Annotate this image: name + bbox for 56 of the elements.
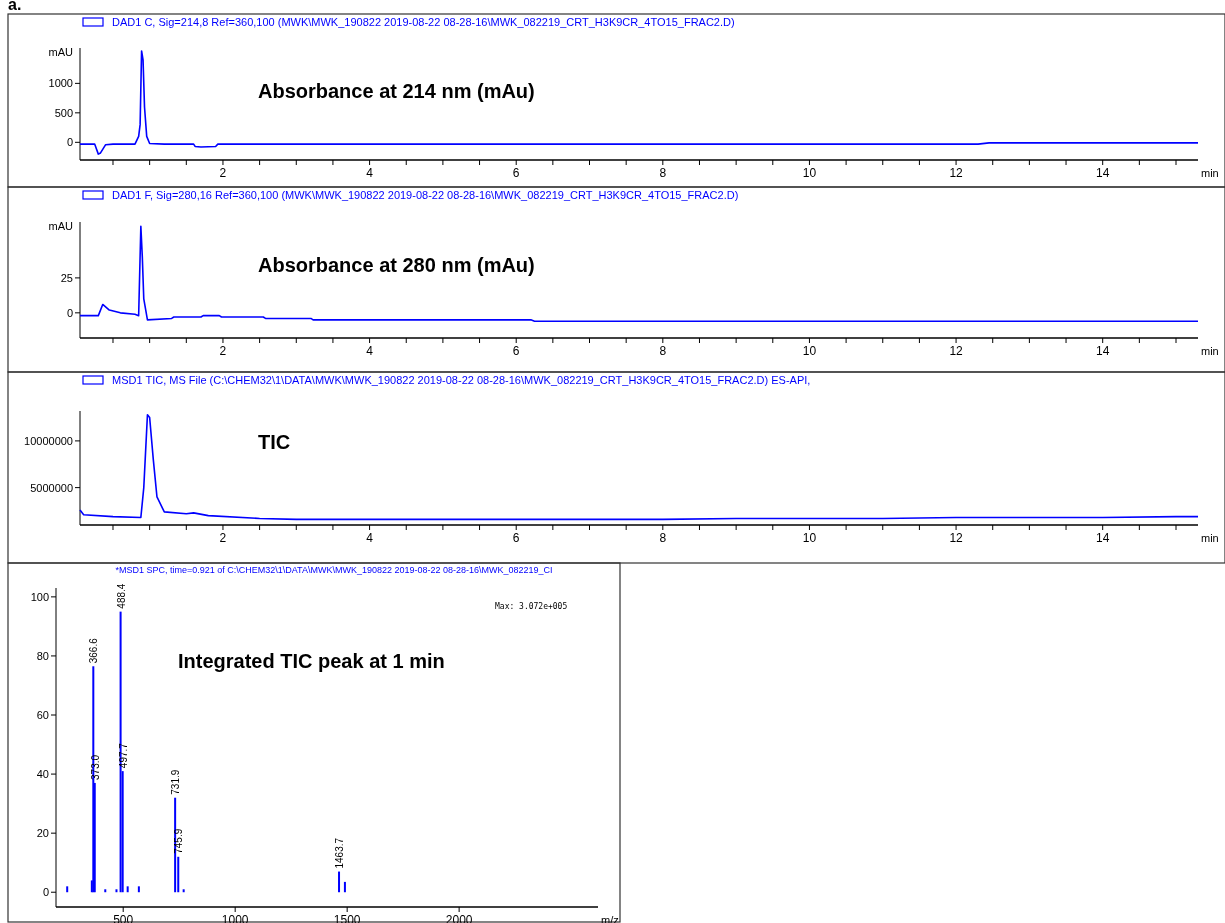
annotation: 497.7 — [117, 742, 129, 769]
annotation: 373.0 — [89, 754, 101, 780]
y-axis-title: mAU — [48, 220, 74, 232]
annotation: TIC — [258, 431, 291, 453]
x-tick-label: 12 — [949, 166, 964, 180]
annotation: 745.9 — [173, 828, 185, 854]
x-tick-label: 10 — [802, 166, 817, 180]
x-tick-label: 6 — [512, 166, 520, 180]
x-tick-label: 2 — [219, 531, 227, 545]
x-tick-label: 8 — [659, 531, 667, 545]
x-tick-label: 8 — [659, 166, 667, 180]
y-tick-label: 100 — [30, 590, 49, 603]
y-tick-label: 25 — [60, 271, 73, 284]
x-tick-label: 8 — [659, 344, 667, 358]
x-tick-label: 2 — [219, 166, 227, 180]
annotation: Max: 3.072e+005 — [495, 602, 568, 611]
chart-title: *MSD1 SPC, time=0.921 of C:\CHEM32\1\DATA\MWK\MWK_190822 2019-08-22 08-28-16\MWK_082219_CI — [115, 565, 553, 575]
annotation: Absorbance at 280 nm (mAu) — [258, 254, 535, 276]
x-tick-label: 10 — [802, 531, 817, 545]
x-tick-label: 10 — [802, 344, 817, 358]
y-tick-label: 0 — [66, 136, 73, 149]
legend-label: DAD1 F, Sig=280,16 Ref=360,100 (MWK\MWK_190822 2019-08-22 08-28-16\MWK_082219_CRT_H3K9CR_4TO15_FRAC2.D) — [112, 189, 739, 201]
y-tick-label: 40 — [36, 768, 49, 781]
annotation: 488.4 — [115, 583, 127, 609]
x-axis-title: min — [1201, 345, 1219, 357]
y-tick-label: 20 — [36, 827, 49, 840]
y-tick-label: 500 — [54, 106, 73, 119]
x-tick-label: 2 — [219, 344, 227, 358]
y-tick-label: 1000 — [48, 77, 73, 90]
annotation: 731.9 — [170, 769, 182, 795]
annotation: 1463.7 — [334, 837, 346, 869]
x-tick-label: 12 — [949, 531, 964, 545]
x-tick-label: 12 — [949, 344, 964, 358]
x-tick-label: 4 — [366, 531, 374, 545]
y-tick-label: 10000000 — [24, 434, 73, 447]
x-axis-title: min — [1201, 532, 1219, 544]
y-tick-label: 60 — [36, 709, 49, 722]
x-tick-label: 6 — [512, 531, 520, 545]
y-tick-label: 0 — [66, 306, 73, 319]
y-tick-label: 0 — [42, 886, 49, 899]
y-tick-label: 80 — [36, 649, 49, 662]
legend-label: MSD1 TIC, MS File (C:\CHEM32\1\DATA\MWK\MWK_190822 2019-08-22 08-28-16\MWK_082219_CRT_H3K9CR_4TO15_FRAC2.D) ES-API, — [112, 374, 811, 386]
annotation: 366.6 — [88, 637, 100, 664]
x-tick-label: 4 — [366, 344, 374, 358]
x-tick-label: 14 — [1096, 344, 1110, 358]
annotation: Absorbance at 214 nm (mAu) — [258, 80, 535, 102]
x-tick-label: 4 — [366, 166, 374, 180]
x-tick-label: 14 — [1096, 531, 1110, 545]
text: a. — [8, 0, 22, 13]
x-axis-title: min — [1201, 167, 1219, 179]
x-tick-label: 14 — [1096, 166, 1110, 180]
y-tick-label: 5000000 — [30, 481, 73, 494]
annotation: Integrated TIC peak at 1 min — [178, 650, 445, 672]
legend-label: DAD1 C, Sig=214,8 Ref=360,100 (MWK\MWK_190822 2019-08-22 08-28-16\MWK_082219_CRT_H3K9CR_4TO15_FRAC2.D) — [112, 16, 735, 28]
x-tick-label: 6 — [512, 344, 520, 358]
y-axis-title: mAU — [48, 46, 74, 58]
